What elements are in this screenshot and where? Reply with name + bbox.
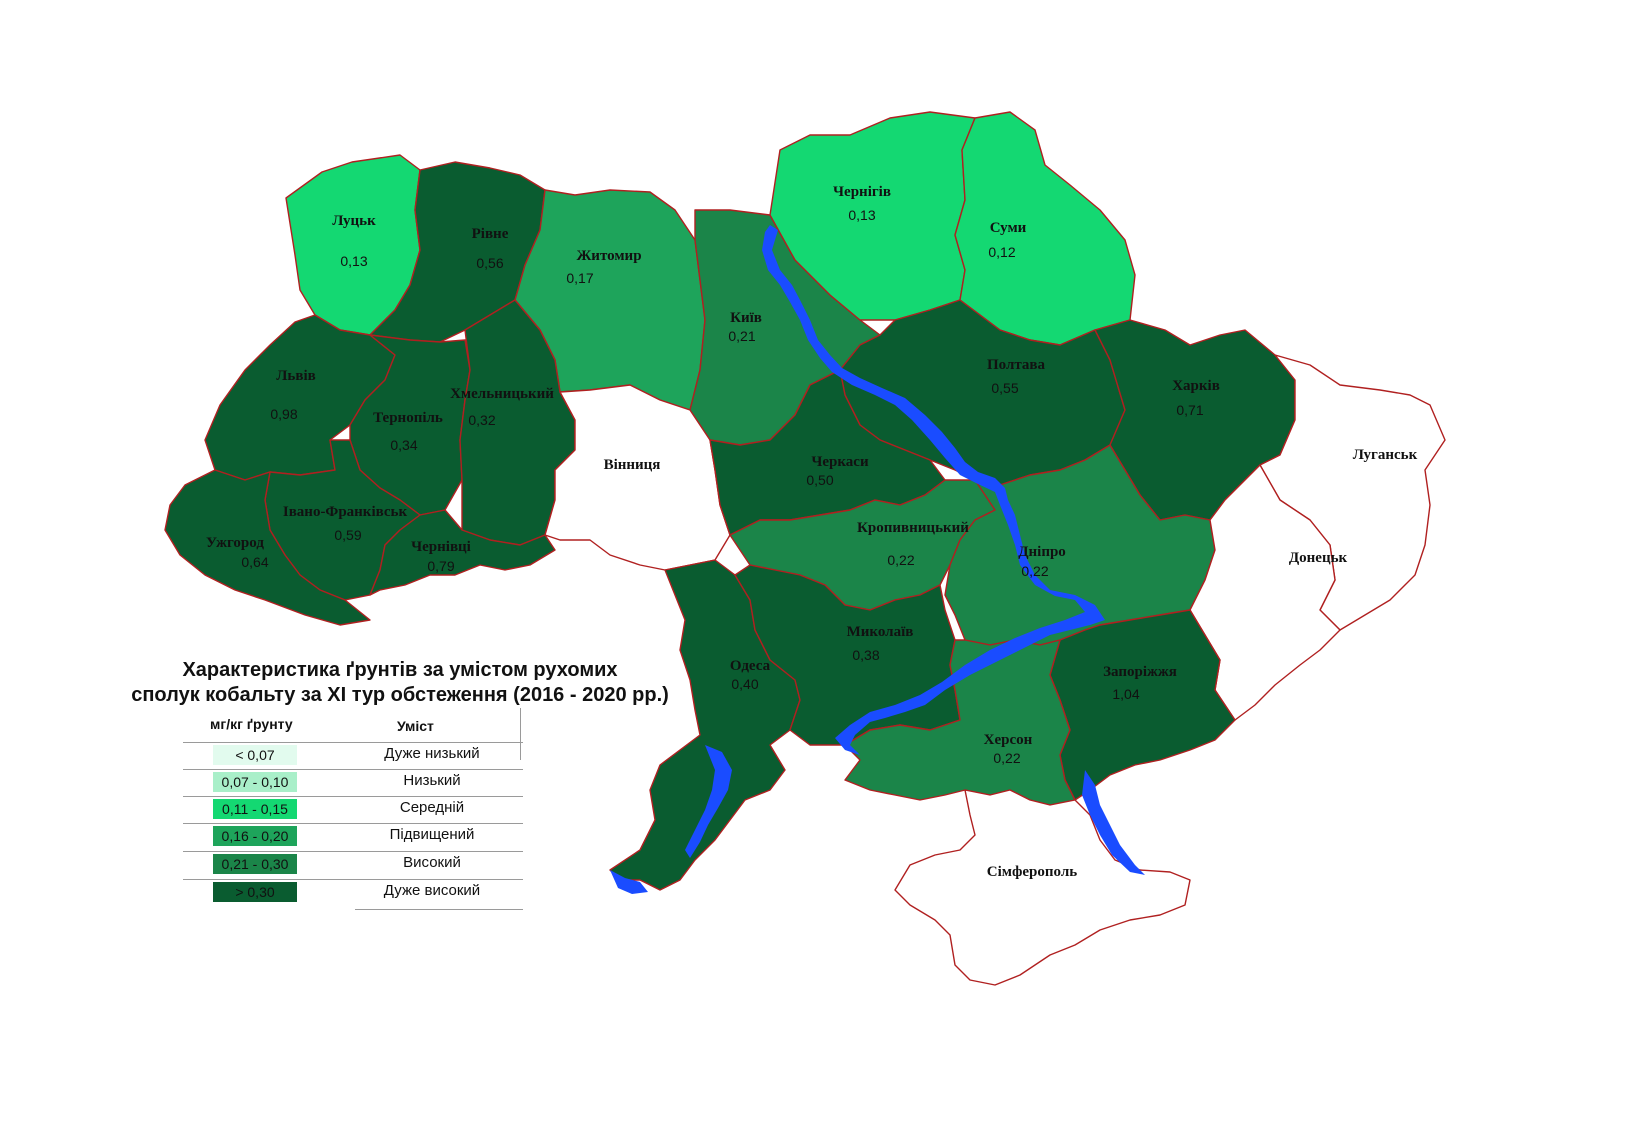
kherson-coast: [1082, 770, 1145, 875]
legend-col-content: Уміст: [397, 718, 434, 734]
region-value-label: 0,56: [476, 255, 503, 271]
region-name-label: Харків: [1172, 378, 1220, 394]
region-zaporizhzhia: [1049, 609, 1236, 801]
legend-divider: [183, 823, 523, 824]
legend-divider: [355, 909, 523, 910]
region-value-label: 0,38: [852, 647, 879, 663]
region-value-label: 0,13: [848, 207, 875, 223]
legend-divider: [183, 879, 523, 880]
legend-swatch: 0,16 - 0,20: [213, 826, 297, 846]
region-sumy: [954, 111, 1136, 346]
legend-swatch: 0,07 - 0,10: [213, 772, 297, 792]
region-value-label: 0,79: [427, 558, 454, 574]
region-value-label: 0,32: [468, 412, 495, 428]
region-value-label: 0,13: [340, 253, 367, 269]
region-value-label: 0,22: [993, 750, 1020, 766]
region-name-label: Житомир: [576, 248, 641, 264]
region-name-label: Запоріжжя: [1103, 664, 1177, 680]
region-name-label: Черкаси: [811, 454, 869, 470]
legend-divider: [183, 742, 523, 743]
region-name-label: Івано-Франківськ: [283, 504, 408, 520]
region-value-label: 0,71: [1176, 402, 1203, 418]
region-chernivtsi: [369, 509, 556, 596]
region-value-label: 0,22: [887, 552, 914, 568]
legend-divider: [183, 796, 523, 797]
legend-label: Дуже високий: [383, 882, 481, 899]
region-name-label: Дніпро: [1018, 544, 1066, 560]
region-value-label: 0,17: [566, 270, 593, 286]
legend-divider: [183, 769, 523, 770]
legend-swatch: 0,11 - 0,15: [213, 799, 297, 819]
region-name-label: Київ: [730, 310, 762, 326]
legend-divider: [183, 851, 523, 852]
region-name-label: Чернігів: [833, 184, 891, 200]
region-value-label: 0,50: [806, 472, 833, 488]
region-name-label: Миколаїв: [847, 624, 914, 640]
region-name-label: Суми: [990, 220, 1027, 236]
region-name-label: Хмельницький: [450, 386, 554, 402]
region-name-label: Ужгород: [206, 535, 264, 551]
region-name-label: Тернопіль: [373, 410, 443, 426]
region-value-label: 0,64: [241, 554, 268, 570]
legend-label: Підвищений: [389, 826, 475, 843]
legend-label: Низький: [403, 772, 461, 789]
legend-label: Високий: [403, 854, 461, 871]
danube-delta: [610, 870, 648, 894]
legend-swatch: 0,21 - 0,30: [213, 854, 297, 874]
region-name-label: Вінниця: [604, 457, 661, 473]
legend-label: Середній: [399, 799, 465, 816]
region-value-label: 1,04: [1112, 686, 1139, 702]
region-value-label: 0,34: [390, 437, 417, 453]
legend-title-line1: Характеристика ґрунтів за умістом рухоми…: [182, 659, 618, 681]
region-name-label: Львів: [276, 368, 315, 384]
legend-col-unit: мг/кг ґрунту: [210, 716, 293, 732]
region-value-label: 0,12: [988, 244, 1015, 260]
region-name-label: Луганськ: [1353, 447, 1418, 463]
legend-label: Дуже низький: [384, 745, 480, 762]
region-value-label: 0,21: [728, 328, 755, 344]
legend-swatch: > 0,30: [213, 882, 297, 902]
region-uzhhorod: [164, 469, 371, 626]
region-name-label: Кропивницький: [857, 520, 969, 536]
region-name-label: Луцьк: [332, 213, 376, 229]
region-value-label: 0,22: [1021, 563, 1048, 579]
dniester-estuary: [685, 745, 732, 858]
legend-title: Характеристика ґрунтів за умістом рухоми…: [120, 658, 680, 708]
region-name-label: Херсон: [984, 732, 1033, 748]
region-value-label: 0,98: [270, 406, 297, 422]
region-value-label: 0,59: [334, 527, 361, 543]
legend-swatch: < 0,07: [213, 745, 297, 765]
region-simferopol: [894, 789, 1191, 986]
legend-divider: [520, 708, 521, 760]
region-name-label: Донецьк: [1289, 550, 1348, 566]
region-name-label: Сімферополь: [987, 864, 1077, 880]
region-name-label: Полтава: [987, 357, 1046, 373]
region-name-label: Чернівці: [411, 539, 471, 555]
region-value-label: 0,55: [991, 380, 1018, 396]
legend-title-line2: сполук кобальту за XI тур обстеження (20…: [131, 684, 669, 706]
region-name-label: Рівне: [472, 226, 509, 242]
region-name-label: Одеса: [730, 658, 771, 674]
region-luhansk: [1259, 354, 1446, 631]
region-value-label: 0,40: [731, 676, 758, 692]
